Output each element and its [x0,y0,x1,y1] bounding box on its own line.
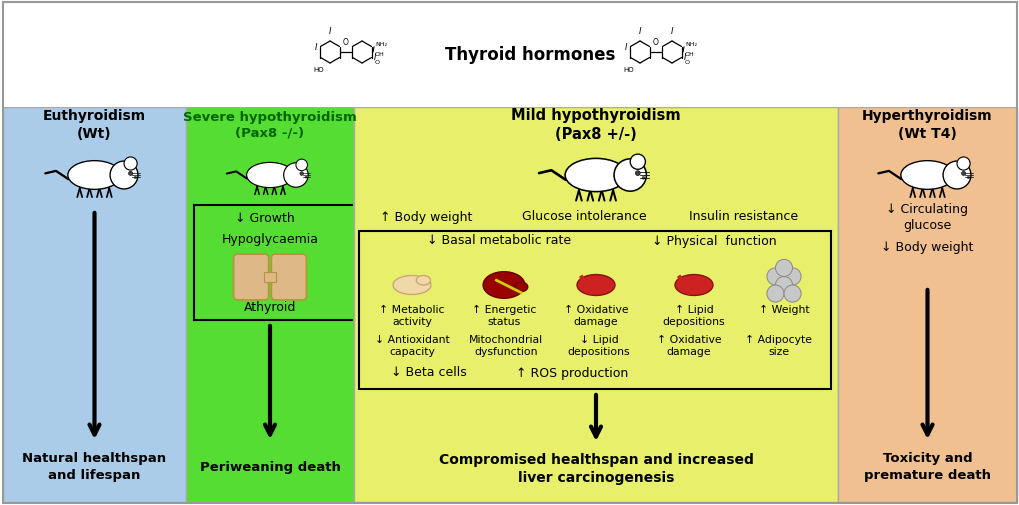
Text: ↑ Body weight: ↑ Body weight [379,211,472,224]
Text: Natural healthspan
and lifespan: Natural healthspan and lifespan [22,452,166,482]
Circle shape [124,157,137,170]
Circle shape [641,176,644,179]
Text: I: I [684,53,686,62]
Circle shape [774,260,792,276]
Text: HO: HO [623,67,634,73]
Ellipse shape [675,275,712,295]
Text: I: I [638,27,641,36]
Circle shape [784,285,800,302]
Bar [838,107,1016,502]
Text: ↓ Growth: ↓ Growth [235,213,294,226]
Circle shape [961,171,965,175]
Text: ↓ Basal metabolic rate: ↓ Basal metabolic rate [427,234,571,247]
Text: Mild hypothyroidism
(Pax8 +/-): Mild hypothyroidism (Pax8 +/-) [511,108,680,142]
Text: O: O [375,60,380,65]
Text: NH₂: NH₂ [685,41,696,46]
Ellipse shape [392,276,431,294]
Text: I: I [624,42,627,52]
Text: Periweaning death: Periweaning death [200,461,340,474]
Circle shape [135,176,137,179]
Text: NH₂: NH₂ [375,41,386,46]
Bar [185,107,354,502]
Ellipse shape [514,282,527,292]
Text: ↑ Oxidative
damage: ↑ Oxidative damage [564,305,628,327]
Text: Hyperthyroidism
(Wt T4): Hyperthyroidism (Wt T4) [861,110,991,141]
Circle shape [613,159,646,191]
Circle shape [283,163,308,187]
Bar [264,272,276,282]
Text: Athyroid: Athyroid [244,300,296,314]
Text: I: I [314,42,317,52]
Circle shape [774,276,792,293]
Text: O: O [685,60,689,65]
Text: OH: OH [685,52,694,57]
Text: ↓ Beta cells: ↓ Beta cells [390,367,467,379]
Text: ↑ ROS production: ↑ ROS production [516,367,628,379]
Text: Compromised healthspan and increased
liver carcinogenesis: Compromised healthspan and increased liv… [438,453,753,485]
Text: ↑ Oxidative
damage: ↑ Oxidative damage [656,335,720,358]
Text: ↓ Circulating
glucose: ↓ Circulating glucose [886,203,968,231]
Text: HO: HO [314,67,324,73]
Text: I: I [328,27,331,36]
Circle shape [300,172,304,175]
Text: Hypoglycaemia: Hypoglycaemia [221,232,318,245]
Bar [359,231,830,389]
Circle shape [943,161,970,189]
Circle shape [630,154,645,169]
Ellipse shape [416,276,430,285]
Ellipse shape [247,163,293,187]
Text: Insulin resistance: Insulin resistance [689,211,798,224]
Bar [354,107,838,502]
Ellipse shape [900,161,953,189]
Ellipse shape [483,272,525,298]
Text: ↑ Energetic
status: ↑ Energetic status [472,305,536,327]
Text: Glucose intolerance: Glucose intolerance [521,211,646,224]
Text: I: I [374,53,376,62]
Circle shape [784,268,800,285]
FancyBboxPatch shape [271,254,306,300]
Text: OH: OH [375,52,384,57]
Text: Thyroid hormones: Thyroid hormones [444,46,614,64]
Ellipse shape [68,161,121,189]
Bar [3,107,185,502]
Text: Euthyroidism
(Wt): Euthyroidism (Wt) [43,110,146,141]
Text: ↑ Lipid
depositions: ↑ Lipid depositions [662,305,725,327]
Text: ↓ Body weight: ↓ Body weight [880,240,973,254]
Text: ↑ Weight: ↑ Weight [758,305,808,315]
Circle shape [305,176,307,178]
Circle shape [956,157,969,170]
Ellipse shape [577,275,614,295]
Circle shape [966,176,969,179]
Text: ↓ Lipid
depositions: ↓ Lipid depositions [568,335,630,358]
FancyBboxPatch shape [233,254,268,300]
Circle shape [296,159,307,171]
Text: O: O [342,38,348,47]
Circle shape [766,268,784,285]
Circle shape [766,285,784,302]
Text: ↑ Metabolic
activity: ↑ Metabolic activity [379,305,444,327]
Text: ↑ Adipocyte
size: ↑ Adipocyte size [745,335,812,358]
Text: Severe hypothyroidism
(Pax8 -/-): Severe hypothyroidism (Pax8 -/-) [183,111,357,139]
Ellipse shape [565,159,627,191]
Text: Toxicity and
premature death: Toxicity and premature death [863,452,990,482]
Text: ↓ Antioxidant
capacity: ↓ Antioxidant capacity [374,335,449,358]
Text: I: I [671,27,673,36]
Text: Mitochondrial
dysfunction: Mitochondrial dysfunction [469,335,542,358]
Circle shape [110,161,138,189]
Bar [3,2,1016,107]
Text: ↓ Physical  function: ↓ Physical function [651,234,775,247]
Circle shape [128,171,132,175]
Circle shape [635,171,640,175]
Text: O: O [652,38,658,47]
